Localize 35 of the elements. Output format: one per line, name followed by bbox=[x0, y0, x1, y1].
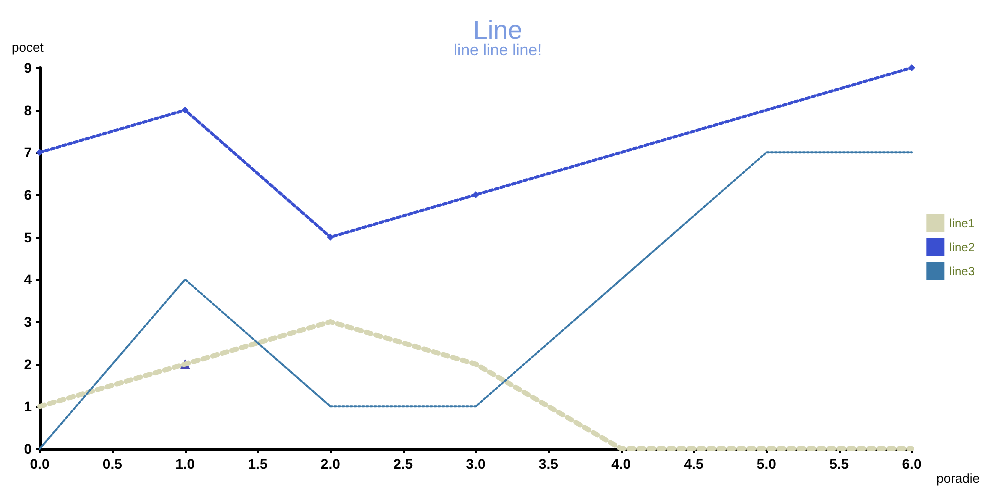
point bbox=[36, 149, 44, 156]
y-tick-label: 7 bbox=[24, 144, 32, 161]
x-tick-label: 2.0 bbox=[320, 456, 341, 472]
y-tick-label: 0 bbox=[24, 441, 32, 457]
x-tick-label: 5.5 bbox=[830, 456, 850, 472]
x-axis-title: poradie bbox=[936, 471, 980, 486]
point bbox=[182, 106, 189, 114]
y-tick-label: 3 bbox=[24, 314, 32, 330]
x-tick-label: 1.0 bbox=[176, 456, 196, 472]
legend-label: line2 bbox=[950, 240, 976, 254]
point bbox=[327, 234, 334, 241]
point bbox=[908, 64, 916, 72]
y-tick-label: 5 bbox=[24, 229, 32, 246]
x-tick-label: 2.5 bbox=[394, 456, 414, 472]
y-tick-label: 1 bbox=[24, 398, 32, 415]
x-tick-label: 0.0 bbox=[30, 456, 50, 472]
x-tick-label: 5.0 bbox=[756, 456, 777, 472]
x-tick-label: 0.5 bbox=[102, 456, 123, 472]
y-tick-label: 8 bbox=[24, 102, 32, 118]
x-tick-label: 4.5 bbox=[684, 456, 704, 472]
y-tick-label: 4 bbox=[24, 272, 32, 288]
x-tick-label: 3.0 bbox=[466, 456, 486, 472]
x-tick-label: 1.5 bbox=[248, 456, 268, 472]
legend-label: line3 bbox=[950, 264, 976, 278]
y-tick-label: 6 bbox=[24, 187, 32, 203]
legend-label: line1 bbox=[950, 216, 976, 230]
chart-subtitle: line line line! bbox=[454, 42, 542, 60]
x-tick-label: 3.5 bbox=[538, 456, 559, 472]
y-axis-title: pocet bbox=[12, 40, 44, 55]
x-tick-label: 4.0 bbox=[612, 456, 632, 472]
y-tick-label: 2 bbox=[24, 356, 32, 372]
x-tick-label: 6.0 bbox=[902, 456, 922, 472]
point bbox=[472, 192, 480, 198]
y-tick-label: 9 bbox=[24, 60, 32, 76]
chart-title: Line bbox=[473, 15, 523, 45]
